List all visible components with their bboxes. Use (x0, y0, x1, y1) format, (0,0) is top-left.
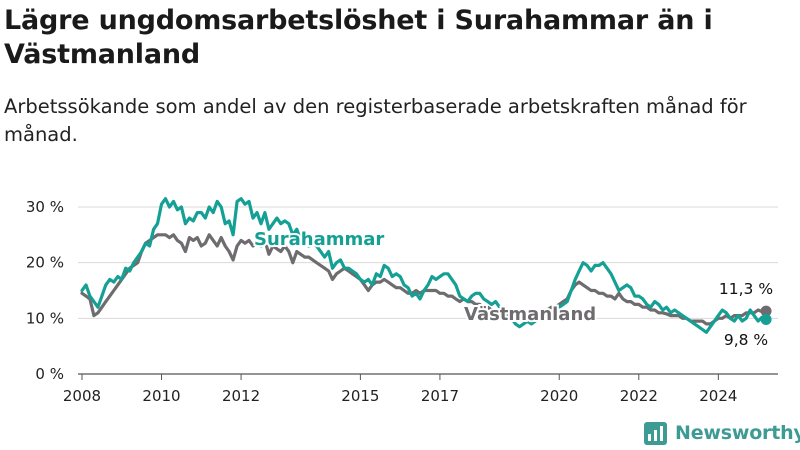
y-tick-label: 30 % (26, 198, 64, 216)
x-axis-ticks: 2008 2010 2012 2015 2017 2020 2022 2024 (63, 374, 737, 405)
x-tick-label: 2017 (421, 387, 459, 405)
x-tick-label: 2015 (341, 387, 379, 405)
series-label: Surahammar (254, 229, 384, 250)
series-line-surahammar (80, 197, 768, 334)
newsworthy-logo: Newsworthy (644, 420, 800, 446)
x-tick-label: 2012 (222, 387, 260, 405)
end-point-v-stmanland (760, 305, 772, 317)
series-labels: Surahammar Västmanland 11,3 % 9,8 % (252, 227, 773, 349)
y-tick-label: 20 % (26, 254, 64, 272)
x-tick-label: 2008 (63, 387, 101, 405)
end-value-label: 11,3 % (719, 280, 773, 298)
chart-title: Lägre ungdomsarbetslöshet i Surahammar ä… (4, 5, 713, 70)
end-point-surahammar (760, 313, 772, 325)
series-lines (80, 197, 772, 334)
y-axis-ticks: 0 % 10 % 20 % 30 % (26, 198, 64, 383)
chart-subtitle: Arbetssökande som andel av den registerb… (4, 95, 747, 146)
bar-chart-logo-icon (644, 421, 667, 445)
x-tick-label: 2022 (620, 387, 658, 405)
y-tick-label: 10 % (26, 309, 64, 327)
y-tick-label: 0 % (35, 365, 64, 383)
x-tick-label: 2010 (142, 387, 180, 405)
gridlines (78, 206, 778, 375)
x-tick-label: 2024 (699, 387, 737, 405)
series-label: Västmanland (464, 304, 596, 325)
logo-text: Newsworthy (675, 422, 800, 444)
end-value-label: 9,8 % (724, 331, 768, 349)
x-tick-label: 2020 (540, 387, 578, 405)
